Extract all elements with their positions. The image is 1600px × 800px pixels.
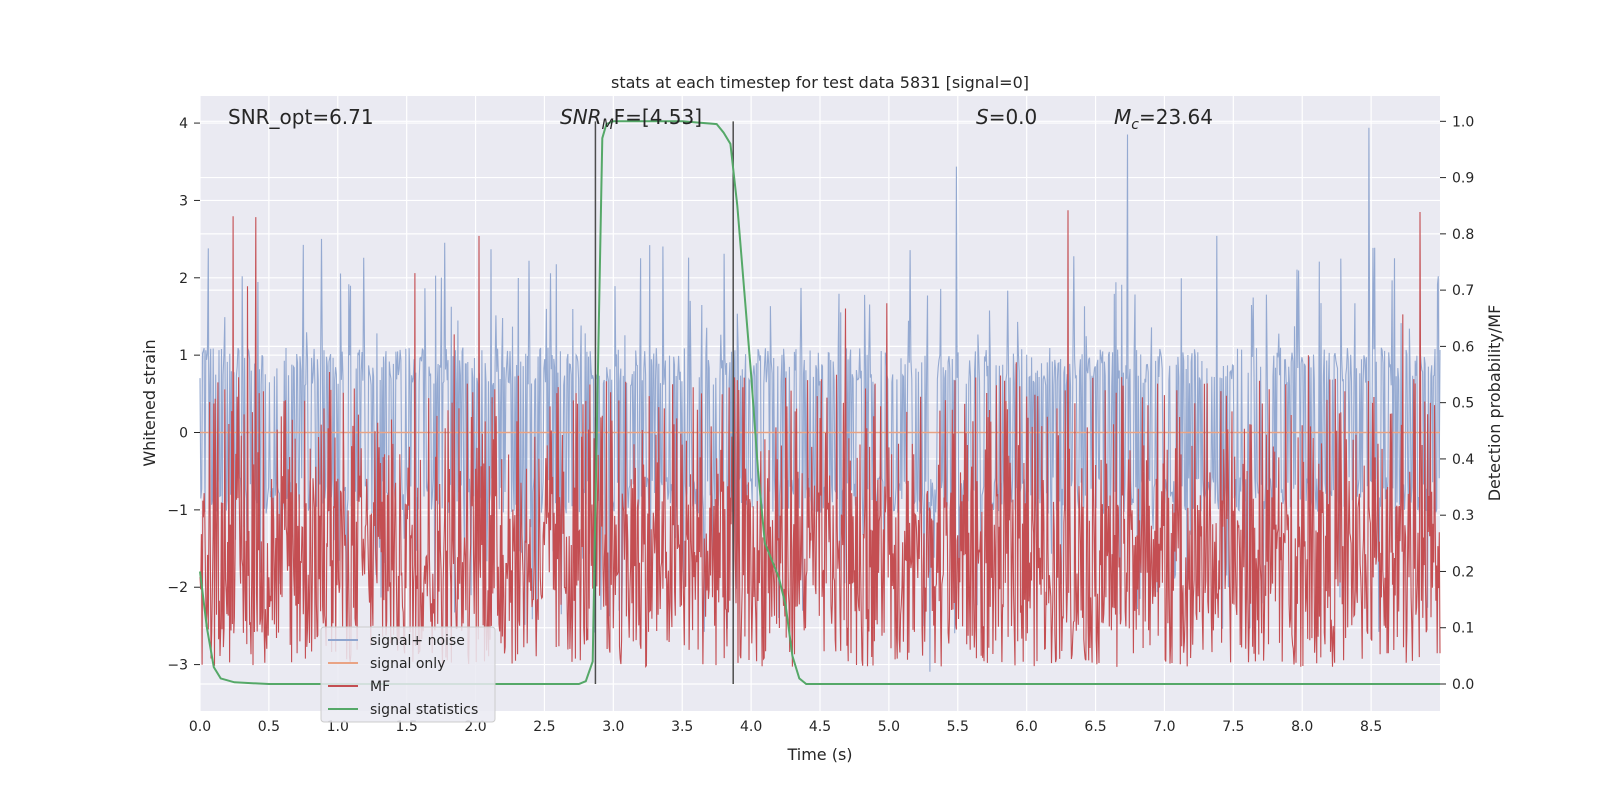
annotation-s: S=0.0 xyxy=(976,105,1037,129)
x-tick-label: 1.0 xyxy=(327,719,349,735)
annotation-snr-opt: SNR_opt=6.71 xyxy=(228,105,374,129)
legend: signal+ noise signal only MF signal stat… xyxy=(320,626,496,723)
x-tick-label: 0.5 xyxy=(258,719,280,735)
y-right-tick-label: 0.2 xyxy=(1452,564,1474,580)
x-tick-label: 6.5 xyxy=(1084,719,1106,735)
y-right-tick-label: 0.6 xyxy=(1452,339,1474,355)
x-tick-label: 7.5 xyxy=(1222,719,1244,735)
signal-statistics-series xyxy=(199,120,1440,685)
x-tick-label: 1.5 xyxy=(396,719,418,735)
signal-statistics-line xyxy=(199,120,1440,685)
x-tick-label: 7.0 xyxy=(1153,719,1175,735)
mf-series xyxy=(199,210,1441,668)
y-tick-label: −1 xyxy=(167,503,188,519)
y-tick-label: 3 xyxy=(179,193,188,209)
x-tick-label: 8.5 xyxy=(1360,719,1382,735)
y-right-axis-ticks: 1.0 0.9 0.8 0.7 0.6 0.5 0.4 0.3 0.2 0.1 0.0 xyxy=(1440,114,1474,693)
signal-noise-series xyxy=(199,127,1441,672)
annotation-mc: Mc=23.64 xyxy=(1114,105,1213,133)
x-tick-label: 4.0 xyxy=(740,719,762,735)
y-tick-label: 2 xyxy=(179,271,188,287)
y-right-tick-label: 0.0 xyxy=(1452,677,1474,693)
y-axis-ticks: 4 3 2 1 0 −1 −2 −3 xyxy=(167,116,200,674)
y-tick-label: 0 xyxy=(179,426,188,442)
annotation-mc-rest: =23.64 xyxy=(1139,105,1213,129)
x-tick-label: 8.0 xyxy=(1291,719,1313,735)
y-right-tick-label: 0.3 xyxy=(1452,508,1474,524)
annotation-s-rest: =0.0 xyxy=(989,105,1038,129)
legend-label-mf: MF xyxy=(370,679,390,695)
legend-label-signal-noise: signal+ noise xyxy=(370,633,465,649)
y-right-tick-label: 0.9 xyxy=(1452,171,1474,187)
y-tick-label: 4 xyxy=(179,116,188,132)
x-tick-label: 5.5 xyxy=(947,719,969,735)
x-tick-label: 4.5 xyxy=(809,719,831,735)
mf-line xyxy=(199,210,1441,668)
y-tick-label: −3 xyxy=(167,658,188,674)
x-tick-label: 5.0 xyxy=(878,719,900,735)
legend-label-signal-only: signal only xyxy=(370,656,445,672)
x-tick-label: 2.0 xyxy=(464,719,486,735)
legend-box xyxy=(320,626,496,723)
x-axis-label: Time (s) xyxy=(786,745,852,764)
y-right-tick-label: 0.5 xyxy=(1452,396,1474,412)
vertical-markers xyxy=(594,121,734,684)
x-tick-label: 3.0 xyxy=(602,719,624,735)
y-tick-label: 1 xyxy=(179,348,188,364)
annotation-s-main: S xyxy=(976,105,989,129)
y-right-tick-label: 0.7 xyxy=(1452,283,1474,299)
x-axis-ticks: 0.0 0.5 1.0 1.5 2.0 2.5 3.0 3.5 4.0 4.5 5.0 5.5 6.0 6… xyxy=(189,719,1382,735)
signal-noise-line xyxy=(199,127,1441,672)
annotation-snr-mf-rest: F=[4.53] xyxy=(614,105,702,129)
y-right-tick-label: 0.8 xyxy=(1452,227,1474,243)
annotation-snr-mf-main: SNR xyxy=(560,105,602,129)
x-tick-label: 3.5 xyxy=(671,719,693,735)
annotation-mc-main: M xyxy=(1114,105,1131,129)
legend-label-signal-statistics: signal statistics xyxy=(370,702,478,718)
x-tick-label: 0.0 xyxy=(189,719,211,735)
chart-title: stats at each timestep for test data 583… xyxy=(611,73,1029,92)
y-tick-label: −2 xyxy=(167,580,188,596)
x-tick-label: 2.5 xyxy=(533,719,555,735)
y-right-tick-label: 0.1 xyxy=(1452,621,1474,637)
annotation-snr-mf-sub: M xyxy=(602,117,614,133)
annotation-mc-sub: c xyxy=(1131,117,1139,133)
y-right-tick-label: 1.0 xyxy=(1452,114,1474,130)
annotation-snr-mf: SNRMF=[4.53] xyxy=(560,105,702,133)
y-axis-label: Whitened strain xyxy=(140,339,159,466)
y-right-axis-label: Detection probability/MF xyxy=(1485,305,1504,502)
x-tick-label: 6.0 xyxy=(1016,719,1038,735)
y-right-tick-label: 0.4 xyxy=(1452,452,1474,468)
